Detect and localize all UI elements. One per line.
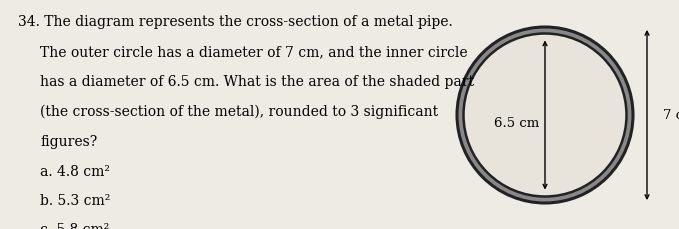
Circle shape — [457, 27, 633, 203]
Text: 34. The diagram represents the cross-section of a metal pipe.: 34. The diagram represents the cross-sec… — [18, 15, 453, 29]
Text: (the cross-section of the metal), rounded to 3 significant: (the cross-section of the metal), rounde… — [40, 105, 438, 119]
Text: c. 5.8 cm²: c. 5.8 cm² — [40, 223, 109, 229]
Text: The outer circle has a diameter of 7 cm, and the inner circle: The outer circle has a diameter of 7 cm,… — [40, 45, 468, 59]
Text: b. 5.3 cm²: b. 5.3 cm² — [40, 194, 111, 208]
Text: a. 4.8 cm²: a. 4.8 cm² — [40, 165, 110, 179]
Text: - - -: - - - — [416, 15, 437, 28]
Text: 7 cm: 7 cm — [663, 109, 679, 122]
Text: 6.5 cm: 6.5 cm — [494, 117, 540, 130]
Text: has a diameter of 6.5 cm. What is the area of the shaded part: has a diameter of 6.5 cm. What is the ar… — [40, 75, 474, 89]
Text: figures?: figures? — [40, 135, 97, 149]
Circle shape — [464, 33, 627, 196]
